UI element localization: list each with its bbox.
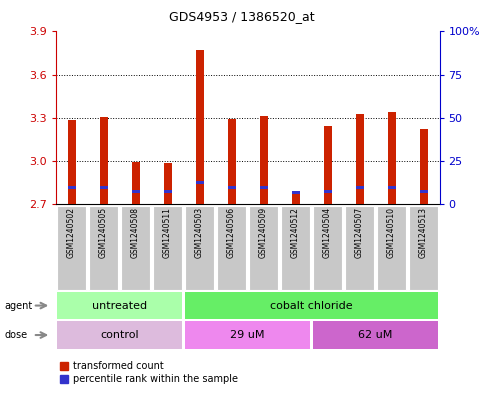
Bar — [196, 181, 203, 184]
Text: GSM1240511: GSM1240511 — [163, 207, 172, 258]
Bar — [313, 206, 341, 290]
Bar — [89, 206, 118, 290]
Text: 29 uM: 29 uM — [230, 330, 265, 340]
Bar — [292, 193, 299, 204]
Bar — [99, 117, 108, 204]
Bar — [164, 163, 171, 204]
Bar — [387, 112, 396, 204]
Text: GDS4953 / 1386520_at: GDS4953 / 1386520_at — [169, 10, 314, 23]
Bar — [259, 116, 268, 204]
Bar — [131, 190, 140, 193]
Text: GSM1240505: GSM1240505 — [99, 207, 108, 258]
Bar — [154, 206, 182, 290]
Bar — [68, 120, 75, 204]
Bar — [345, 206, 374, 290]
Text: GSM1240510: GSM1240510 — [387, 207, 396, 258]
Text: GSM1240504: GSM1240504 — [323, 207, 332, 258]
Bar — [227, 119, 236, 204]
Bar — [282, 206, 310, 290]
Text: control: control — [100, 330, 139, 340]
Text: GSM1240513: GSM1240513 — [419, 207, 428, 258]
Bar — [355, 114, 364, 204]
Bar — [355, 185, 364, 189]
Bar — [420, 129, 427, 204]
Bar — [292, 191, 299, 194]
Bar — [324, 190, 331, 193]
Bar — [99, 185, 108, 189]
Bar — [68, 185, 75, 189]
Bar — [121, 206, 150, 290]
Text: GSM1240502: GSM1240502 — [67, 207, 76, 258]
Text: GSM1240503: GSM1240503 — [195, 207, 204, 258]
Text: GSM1240508: GSM1240508 — [131, 207, 140, 258]
Bar — [410, 206, 438, 290]
Legend: transformed count, percentile rank within the sample: transformed count, percentile rank withi… — [60, 361, 238, 384]
Bar — [217, 206, 246, 290]
Text: agent: agent — [5, 301, 33, 310]
Bar — [227, 185, 236, 189]
Bar — [196, 50, 203, 204]
Text: untreated: untreated — [92, 301, 147, 310]
Text: GSM1240507: GSM1240507 — [355, 207, 364, 258]
Bar — [185, 321, 310, 349]
Text: cobalt chloride: cobalt chloride — [270, 301, 353, 310]
Bar — [249, 206, 278, 290]
Text: GSM1240506: GSM1240506 — [227, 207, 236, 258]
Bar — [185, 292, 438, 319]
Bar — [57, 321, 182, 349]
Bar — [324, 126, 331, 204]
Bar — [377, 206, 406, 290]
Text: dose: dose — [5, 330, 28, 340]
Text: GSM1240509: GSM1240509 — [259, 207, 268, 258]
Bar — [387, 185, 396, 189]
Bar — [164, 190, 171, 193]
Bar — [185, 206, 213, 290]
Bar — [259, 185, 268, 189]
Bar — [420, 190, 427, 193]
Bar — [57, 292, 182, 319]
Text: 62 uM: 62 uM — [358, 330, 393, 340]
Bar — [313, 321, 438, 349]
Bar — [131, 162, 140, 204]
Text: GSM1240512: GSM1240512 — [291, 207, 300, 258]
Bar — [57, 206, 85, 290]
